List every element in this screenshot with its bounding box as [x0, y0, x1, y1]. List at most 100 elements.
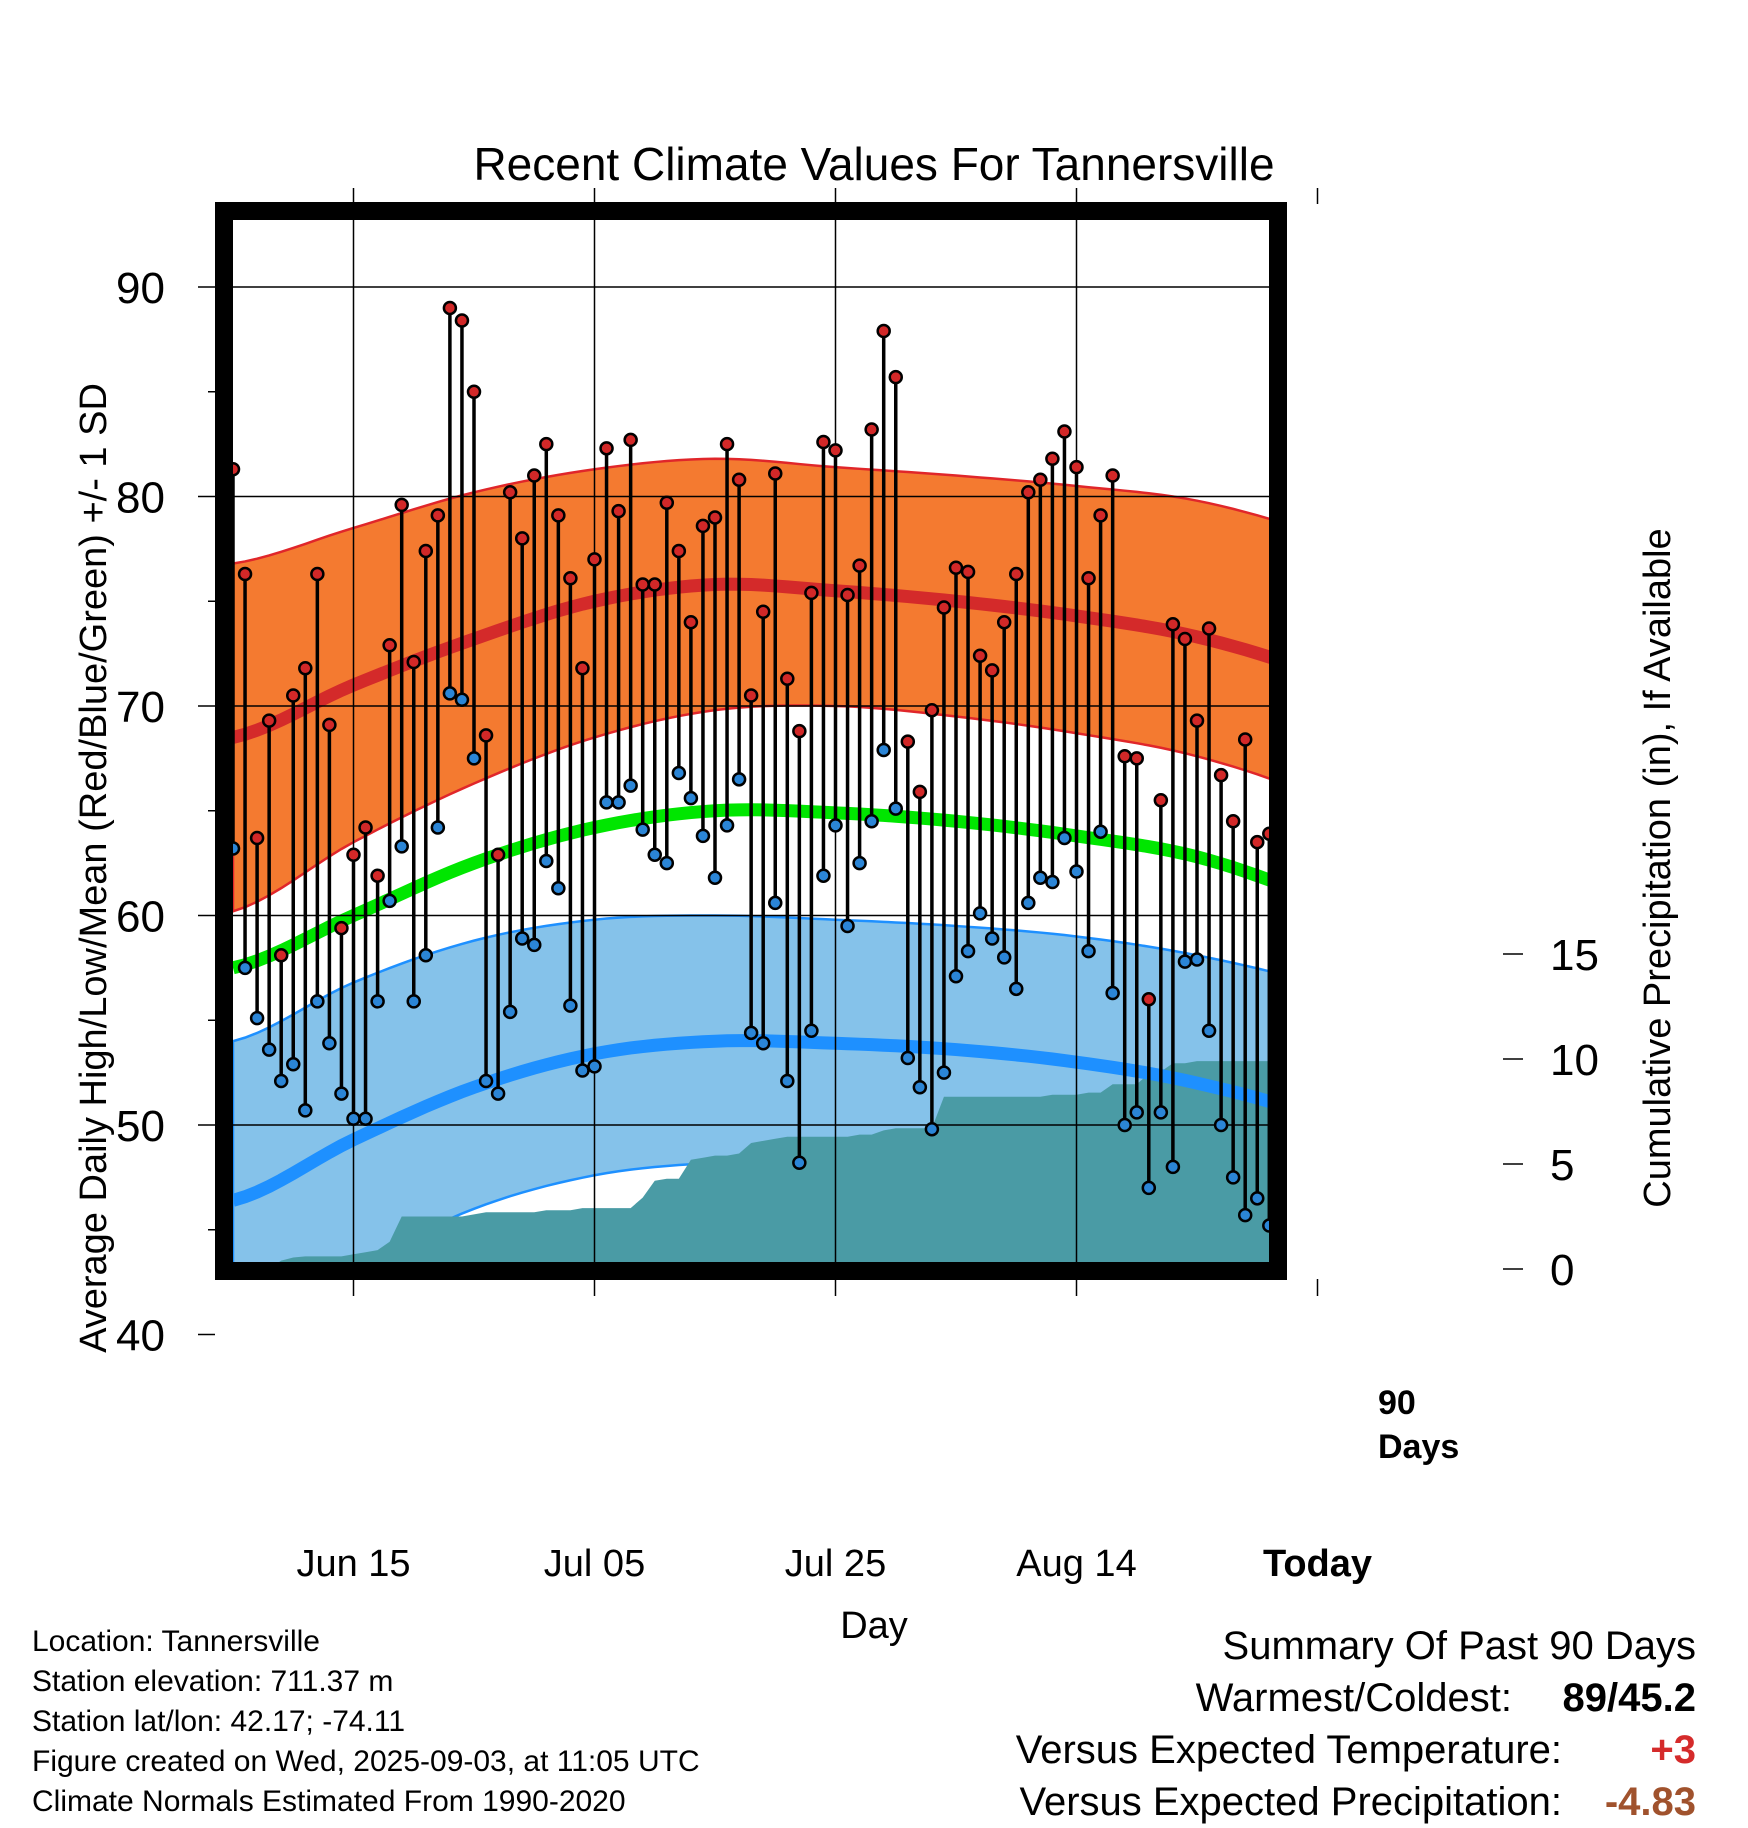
summary-row-warmest: Warmest/Coldest: 89/45.2 [796, 1672, 1696, 1724]
daily-low-point [261, 1042, 277, 1057]
daily-low-point [273, 1073, 289, 1089]
axes: 90 Days 40 50 60 70 80 90 0 5 10 15 Jun 15 Jul 05 Jul … [116, 188, 1599, 1585]
daily-low-point [792, 1155, 807, 1170]
y-tick-label: 40 [116, 1312, 165, 1361]
y2-tick-label: 15 [1550, 931, 1599, 980]
normals-text: Climate Normals Estimated From 1990-2020 [32, 1785, 626, 1818]
daily-high-point [466, 384, 482, 399]
daily-low-point [960, 943, 976, 959]
daily-low-point [298, 1103, 313, 1118]
daily-low-point [539, 853, 554, 869]
daily-low-point [647, 847, 662, 862]
daily-low-point [249, 1010, 265, 1026]
daily-high-point [273, 948, 289, 963]
daily-low-point [924, 1121, 940, 1137]
daily-high-point [768, 466, 783, 481]
daily-high-point [888, 369, 903, 385]
daily-high-point [611, 503, 626, 519]
daily-low-point [1201, 1023, 1217, 1038]
daily-high-point [1201, 621, 1217, 636]
summary-title: Summary Of Past 90 Days [1222, 1624, 1696, 1668]
plot-area [233, 220, 1299, 1262]
daily-low-point [659, 855, 675, 871]
daily-high-point [683, 614, 699, 630]
daily-high-point [816, 434, 831, 450]
daily-low-point [780, 1073, 795, 1089]
daily-low-point [527, 937, 542, 953]
daily-high-point [394, 497, 409, 513]
daily-low-point [1117, 1117, 1132, 1133]
daily-low-point [358, 1111, 373, 1126]
today-label-days: Days [1378, 1428, 1459, 1466]
daily-low-point [478, 1073, 494, 1089]
precipitation-area [279, 1061, 1270, 1262]
daily-high-point [1117, 749, 1132, 764]
daily-high-point [406, 654, 421, 670]
daily-low-point [1129, 1105, 1144, 1120]
daily-low-point [1237, 1207, 1253, 1223]
daily-high-point [948, 560, 964, 575]
daily-high-point [587, 552, 602, 567]
daily-high-point [828, 443, 843, 458]
daily-high-point [755, 604, 771, 619]
daily-low-point [490, 1086, 506, 1101]
daily-high-point [539, 436, 554, 452]
daily-high-point [310, 566, 325, 582]
summary-row-temp: Versus Expected Temperature: +3 [796, 1724, 1696, 1776]
daily-low-point [816, 868, 831, 883]
daily-low-point [1213, 1117, 1229, 1133]
daily-high-point [1153, 793, 1169, 808]
daily-high-point [1081, 570, 1096, 586]
daily-low-point [1287, 1134, 1299, 1146]
daily-low-point [972, 906, 988, 921]
daily-low-point [1189, 952, 1205, 967]
today-label: 90 [1378, 1384, 1416, 1422]
temp-diff-value: +3 [1650, 1728, 1696, 1772]
daily-high-point [551, 508, 566, 523]
daily-high-point [743, 688, 759, 703]
daily-high-point [671, 543, 687, 559]
station-info: Location: Tannersville Station elevation… [32, 1622, 700, 1822]
daily-low-point [233, 841, 241, 856]
x-tick-label: Today [1263, 1543, 1372, 1585]
daily-low-point [237, 960, 253, 976]
daily-low-point [322, 1036, 337, 1051]
daily-high-point [1141, 992, 1157, 1007]
daily-high-point [900, 734, 916, 749]
daily-low-point [382, 893, 397, 909]
daily-low-point [623, 778, 638, 793]
daily-high-point [490, 847, 506, 862]
daily-low-point [286, 1056, 301, 1072]
daily-high-point [1189, 713, 1205, 728]
daily-low-point [828, 818, 843, 833]
x-tick-label: Aug 14 [1016, 1543, 1136, 1585]
daily-high-point [346, 847, 361, 862]
x-tick-label: Jul 05 [544, 1543, 645, 1585]
daily-high-point [382, 637, 397, 653]
daily-high-point [996, 614, 1012, 630]
daily-low-point [346, 1111, 361, 1126]
daily-high-point [1213, 767, 1229, 783]
daily-high-point [924, 702, 940, 718]
daily-low-point [370, 994, 385, 1009]
daily-low-point [430, 820, 446, 835]
daily-high-point [1021, 485, 1036, 500]
daily-high-point [527, 468, 542, 483]
daily-high-point [334, 920, 349, 936]
daily-low-point [1165, 1159, 1181, 1175]
daily-low-point [743, 1025, 759, 1041]
y2-tick-label: 0 [1550, 1246, 1574, 1295]
daily-high-point [430, 508, 446, 523]
temp-diff-label: Versus Expected Temperature: [1015, 1728, 1562, 1772]
daily-low-point [996, 950, 1012, 965]
daily-high-point [237, 566, 253, 582]
daily-low-point [611, 795, 626, 810]
daily-low-point [1021, 895, 1036, 911]
warmest-value: 89/45.2 [1562, 1676, 1696, 1720]
daily-high-point [514, 531, 530, 546]
daily-low-point [635, 822, 650, 837]
daily-low-point [514, 931, 530, 946]
daily-high-point [599, 441, 614, 456]
daily-low-point [1081, 943, 1096, 959]
